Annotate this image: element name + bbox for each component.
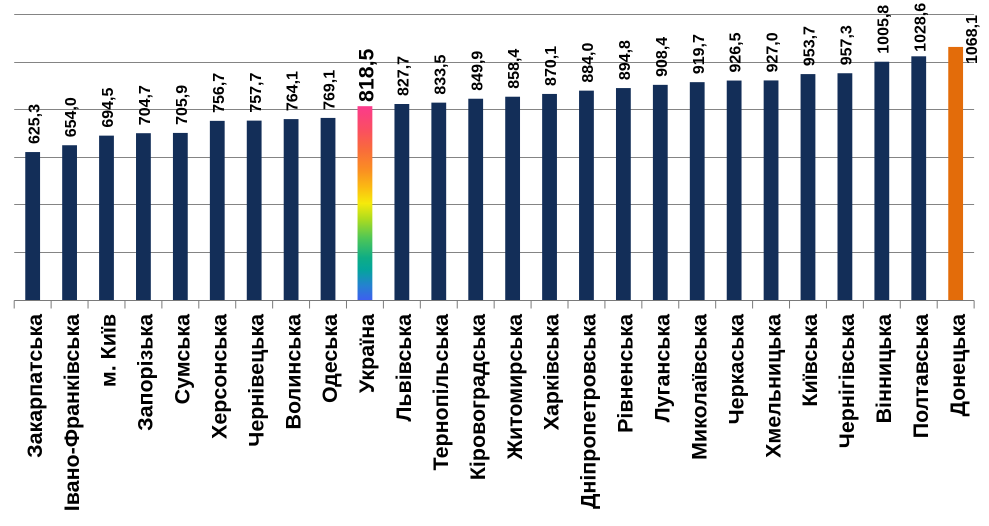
svg-text:764,1: 764,1 bbox=[285, 71, 302, 111]
svg-text:Дніпропетровська: Дніпропетровська bbox=[577, 313, 601, 509]
svg-text:769,1: 769,1 bbox=[322, 70, 339, 110]
svg-text:Київська: Київська bbox=[798, 313, 822, 407]
svg-text:Кіровоградська: Кіровоградська bbox=[466, 313, 490, 480]
svg-text:Сумська: Сумська bbox=[171, 313, 195, 405]
svg-text:927,0: 927,0 bbox=[765, 32, 782, 72]
svg-text:Полтавська: Полтавська bbox=[909, 313, 933, 438]
svg-text:Миколаївська: Миколаївська bbox=[687, 313, 711, 460]
svg-text:849,9: 849,9 bbox=[469, 51, 486, 91]
svg-text:Донецька: Донецька bbox=[946, 313, 970, 417]
svg-text:Запорізька: Запорізька bbox=[134, 313, 158, 431]
svg-text:757,7: 757,7 bbox=[248, 72, 265, 112]
svg-text:705,9: 705,9 bbox=[174, 85, 191, 125]
svg-text:870,1: 870,1 bbox=[543, 46, 560, 86]
svg-text:Луганська: Луганська bbox=[651, 313, 675, 423]
svg-text:Тернопільська: Тернопільська bbox=[429, 313, 453, 471]
svg-text:Закарпатська: Закарпатська bbox=[23, 313, 47, 458]
svg-text:1005,8: 1005,8 bbox=[875, 5, 892, 54]
svg-text:894,8: 894,8 bbox=[617, 40, 634, 80]
svg-text:Івано-Франківська: Івано-Франківська bbox=[60, 313, 84, 511]
svg-text:908,4: 908,4 bbox=[654, 37, 671, 77]
svg-text:827,7: 827,7 bbox=[395, 56, 412, 96]
svg-text:654,0: 654,0 bbox=[63, 97, 80, 137]
svg-text:м. Київ: м. Київ bbox=[97, 314, 121, 387]
svg-text:Одеська: Одеська bbox=[318, 313, 342, 403]
svg-text:953,7: 953,7 bbox=[802, 26, 819, 66]
svg-text:694,5: 694,5 bbox=[100, 87, 117, 127]
svg-text:Хмельницька: Хмельницька bbox=[761, 313, 785, 458]
svg-text:1028,6: 1028,6 bbox=[912, 3, 929, 52]
svg-text:Вінницька: Вінницька bbox=[872, 313, 896, 424]
svg-text:Черкаська: Черкаська bbox=[724, 313, 748, 425]
svg-text:Волинська: Волинська bbox=[281, 313, 305, 430]
svg-text:1068,1: 1068,1 bbox=[964, 15, 981, 64]
svg-text:Чернівецька: Чернівецька bbox=[244, 313, 268, 447]
svg-text:884,0: 884,0 bbox=[580, 42, 597, 82]
svg-text:Херсонська: Херсонська bbox=[207, 313, 231, 439]
svg-text:Чернігівська: Чернігівська bbox=[835, 313, 859, 448]
svg-text:756,7: 756,7 bbox=[211, 73, 228, 113]
svg-text:833,5: 833,5 bbox=[432, 54, 449, 94]
svg-text:858,4: 858,4 bbox=[506, 49, 523, 89]
svg-text:926,5: 926,5 bbox=[728, 32, 745, 72]
svg-text:625,3: 625,3 bbox=[26, 104, 43, 144]
svg-text:818,5: 818,5 bbox=[355, 48, 379, 102]
svg-text:Львівська: Львівська bbox=[392, 313, 416, 422]
svg-text:Житомирська: Житомирська bbox=[503, 313, 527, 461]
svg-text:Харківська: Харківська bbox=[540, 313, 564, 430]
svg-text:Рівненська: Рівненська bbox=[614, 313, 638, 433]
svg-text:704,7: 704,7 bbox=[137, 85, 154, 125]
svg-text:Україна: Україна bbox=[355, 313, 379, 393]
svg-text:957,3: 957,3 bbox=[839, 25, 856, 65]
svg-text:919,7: 919,7 bbox=[691, 34, 708, 74]
